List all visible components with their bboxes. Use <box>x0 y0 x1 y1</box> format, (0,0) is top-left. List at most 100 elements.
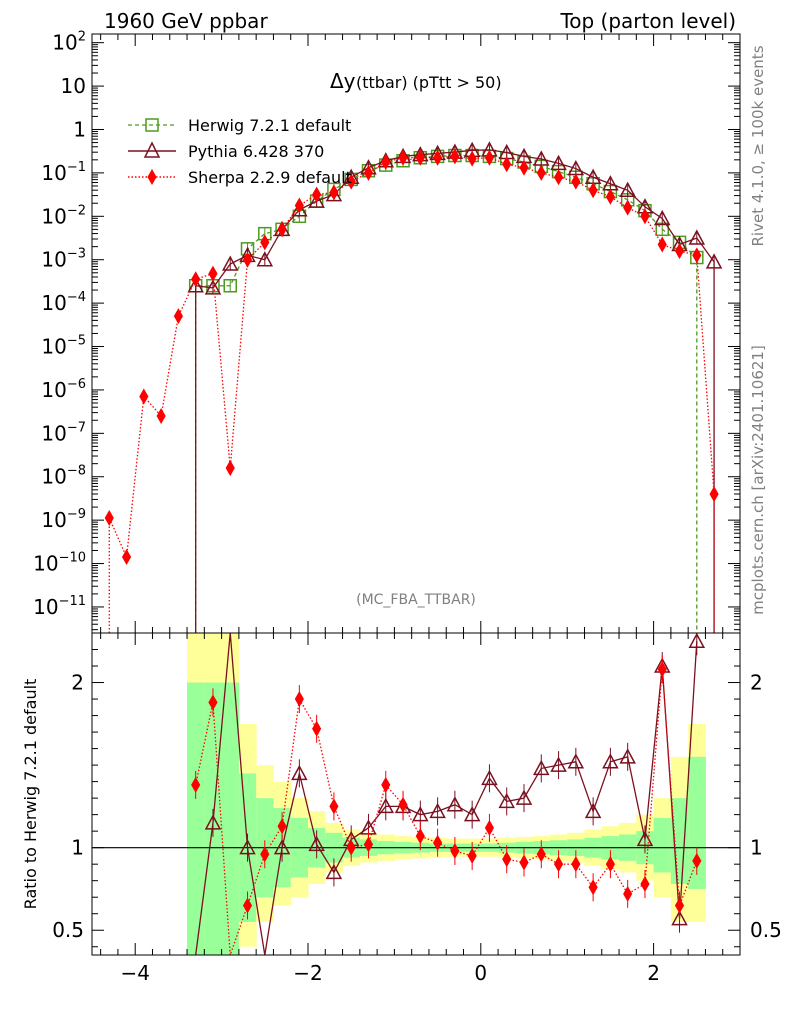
series-line-sherpa <box>108 155 715 633</box>
ratio-point-sherpa <box>519 854 529 871</box>
data-point-sherpa <box>312 186 322 203</box>
data-point-sherpa <box>156 407 166 424</box>
x-tick-label: −4 <box>120 961 149 985</box>
ratio-y-tick-label-right: 2 <box>750 671 763 695</box>
data-point-sherpa <box>139 388 149 405</box>
x-tick-label: −2 <box>293 961 322 985</box>
legend-entry-sherpa: Sherpa 2.2.9 default <box>128 168 352 187</box>
y-tick-label: 10−6 <box>41 377 86 402</box>
data-point-sherpa <box>104 509 114 526</box>
ratio-point-pythia <box>515 789 533 805</box>
ratio-point-sherpa <box>398 796 408 813</box>
ratio-y-tick-label-left: 0.5 <box>52 918 84 942</box>
band-green <box>653 817 672 873</box>
data-point-sherpa <box>260 234 270 251</box>
series-line-herwig <box>195 154 698 633</box>
plot-title-sub: (ttbar) (pTtt > 50) <box>356 73 502 92</box>
data-point-sherpa <box>605 188 615 205</box>
ratio-point-pythia <box>481 769 498 786</box>
data-point-pythia <box>204 279 222 295</box>
y-tick-label: 10−9 <box>41 507 86 532</box>
data-point-pythia <box>308 192 325 208</box>
data-point-sherpa <box>588 182 598 199</box>
x-tick-label: 0 <box>474 961 487 985</box>
plot-title-main: Δy <box>330 69 356 93</box>
ratio-point-sherpa <box>260 846 270 863</box>
header-left-label: 1960 GeV ppbar <box>104 9 268 33</box>
data-point-sherpa <box>381 154 391 171</box>
legend-marker-sherpa <box>147 168 157 186</box>
ratio-plot-frame <box>91 632 741 956</box>
y-tick-label: 102 <box>52 30 86 55</box>
data-point-sherpa <box>363 164 374 181</box>
ratio-point-sherpa <box>415 828 425 845</box>
data-point-herwig <box>223 279 237 293</box>
ratio-point-pythia <box>619 748 636 764</box>
legend-label-sherpa: Sherpa 2.2.9 default <box>188 168 352 187</box>
data-point-sherpa <box>242 251 253 268</box>
ratio-point-pythia <box>325 863 343 880</box>
data-point-sherpa <box>623 199 633 216</box>
y-tick-label: 10−2 <box>41 203 86 228</box>
ratio-point-pythia <box>239 839 256 855</box>
side-label-rivet: Rivet 4.1.0, ≥ 100k events <box>749 45 767 246</box>
ratio-point-pythia <box>412 806 429 822</box>
ratio-point-pythia <box>602 753 619 769</box>
data-point-sherpa <box>553 169 564 186</box>
data-point-sherpa <box>277 221 287 238</box>
data-point-sherpa <box>450 148 460 165</box>
ratio-y-tick-label-left: 2 <box>71 671 84 695</box>
ratio-point-pythia <box>377 797 395 814</box>
ratio-y-tick-label-right: 1 <box>750 836 763 860</box>
ratio-point-sherpa <box>363 836 374 853</box>
data-point-pythia <box>256 251 274 267</box>
watermark-label: (MC_FBA_TTBAR) <box>356 592 476 608</box>
ratio-point-sherpa <box>346 839 356 856</box>
ratio-point-sherpa <box>571 856 581 873</box>
legend-marker-pythia <box>143 141 161 158</box>
data-point-sherpa <box>173 308 183 325</box>
ratio-point-pythia <box>273 839 291 855</box>
y-tick-label: 10−11 <box>33 594 86 619</box>
band-green <box>187 682 205 955</box>
data-point-sherpa <box>346 173 356 190</box>
ratio-point-sherpa <box>536 846 546 863</box>
data-point-pythia <box>653 209 671 226</box>
data-point-pythia <box>619 181 636 198</box>
data-point-sherpa <box>225 460 235 477</box>
band-green <box>688 756 706 889</box>
ratio-point-pythia <box>567 753 585 769</box>
ratio-point-pythia <box>688 632 706 649</box>
ratio-point-sherpa <box>433 834 443 851</box>
data-point-sherpa <box>208 265 218 282</box>
legend: Herwig 7.2.1 default Pythia 6.428 370 Sh… <box>128 116 352 187</box>
y-tick-label: 10−7 <box>41 420 86 445</box>
side-label-mcplots: mcplots.cern.ch [arXiv:2401.10621] <box>749 345 767 615</box>
legend-entry-herwig: Herwig 7.2.1 default <box>128 116 351 135</box>
ratio-point-pythia <box>533 759 550 776</box>
ratio-point-sherpa <box>191 776 201 793</box>
main-plot-panel: 102 10 1 10−1 10−2 10−3 10−4 10−5 10−6 10−7 10−8 10… <box>33 30 741 634</box>
y-tick-label: 10−3 <box>41 247 86 272</box>
data-point-sherpa <box>484 149 495 166</box>
legend-label-pythia: Pythia 6.428 370 <box>188 142 324 161</box>
data-point-sherpa <box>433 149 443 166</box>
ratio-point-sherpa <box>502 851 512 868</box>
y-tick-label: 1 <box>73 117 86 141</box>
data-point-sherpa <box>329 184 339 201</box>
ratio-point-sherpa <box>242 897 253 914</box>
x-tick-label: 2 <box>647 961 660 985</box>
data-point-sherpa <box>536 164 546 181</box>
data-point-sherpa <box>502 156 512 173</box>
ratio-y-tick-label-left: 1 <box>71 836 84 860</box>
ratio-point-sherpa <box>208 694 218 711</box>
header-right-label: Top (parton level) <box>559 9 736 33</box>
data-point-sherpa <box>692 247 702 264</box>
ratio-point-pythia <box>498 792 515 809</box>
ratio-point-sherpa <box>692 852 702 869</box>
ratio-axis-label: Ratio to Herwig 7.2.1 default <box>21 679 40 910</box>
ratio-point-pythia <box>671 910 688 926</box>
data-point-pythia <box>221 255 239 271</box>
ratio-point-sherpa <box>588 879 598 896</box>
data-point-sherpa <box>294 197 304 214</box>
